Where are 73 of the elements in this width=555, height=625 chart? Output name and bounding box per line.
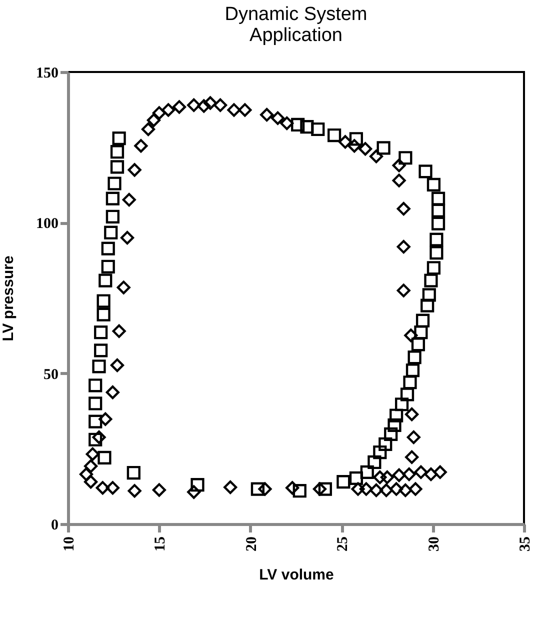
point	[88, 432, 102, 446]
y-axis-title: LV pressure	[0, 256, 17, 342]
point	[418, 164, 432, 178]
point	[349, 132, 363, 146]
point	[411, 338, 426, 352]
point	[96, 294, 110, 308]
x-tick-label: 10	[62, 536, 78, 552]
point	[426, 261, 441, 275]
point	[108, 176, 122, 190]
x-tick-label: 25	[335, 536, 352, 552]
point	[390, 408, 404, 422]
point	[430, 246, 444, 260]
point	[291, 118, 305, 132]
point	[92, 360, 106, 374]
point	[414, 326, 428, 340]
x-axis-title: LV volume	[259, 566, 334, 584]
point	[422, 288, 436, 302]
point	[420, 298, 434, 312]
point	[378, 437, 392, 451]
point	[430, 232, 444, 246]
point	[110, 160, 124, 174]
point	[424, 274, 438, 288]
point	[110, 145, 124, 159]
point	[94, 326, 108, 340]
point	[88, 396, 102, 410]
point	[400, 388, 414, 402]
point	[431, 204, 446, 218]
point	[106, 210, 120, 224]
point	[431, 192, 446, 206]
point	[190, 478, 204, 492]
point	[98, 450, 112, 465]
point	[292, 484, 306, 498]
x-tick-label: 30	[426, 536, 442, 552]
point	[88, 414, 102, 428]
point	[376, 141, 390, 155]
point	[88, 378, 102, 392]
point	[104, 226, 118, 240]
point	[368, 455, 382, 470]
point	[250, 482, 264, 496]
x-tick-label: 20	[244, 536, 260, 552]
point	[311, 122, 325, 136]
point	[98, 274, 112, 288]
chart-title: Dynamic System Application	[224, 4, 368, 46]
point	[101, 260, 115, 274]
point	[96, 308, 110, 322]
point	[336, 475, 350, 489]
point	[106, 192, 120, 206]
point	[398, 151, 412, 165]
point	[328, 128, 342, 142]
point	[349, 471, 363, 485]
point	[403, 376, 417, 390]
point	[318, 482, 332, 496]
point	[408, 350, 422, 364]
x-tick-label: 35	[518, 536, 534, 552]
point	[416, 314, 430, 328]
y-tick-label: 100	[36, 216, 58, 232]
point	[406, 364, 420, 378]
point	[101, 242, 115, 256]
point	[384, 427, 398, 442]
y-tick-label: 150	[36, 66, 58, 82]
point	[126, 466, 140, 480]
y-tick-label: 50	[44, 366, 58, 383]
x-tick-label: 15	[152, 536, 169, 552]
point	[112, 131, 126, 146]
point	[94, 344, 108, 358]
y-tick-label: 0	[51, 518, 58, 534]
point	[373, 445, 387, 460]
point	[300, 120, 314, 134]
point	[426, 178, 441, 192]
point	[394, 398, 409, 412]
point	[388, 418, 402, 432]
point	[431, 216, 446, 230]
point	[360, 465, 374, 479]
